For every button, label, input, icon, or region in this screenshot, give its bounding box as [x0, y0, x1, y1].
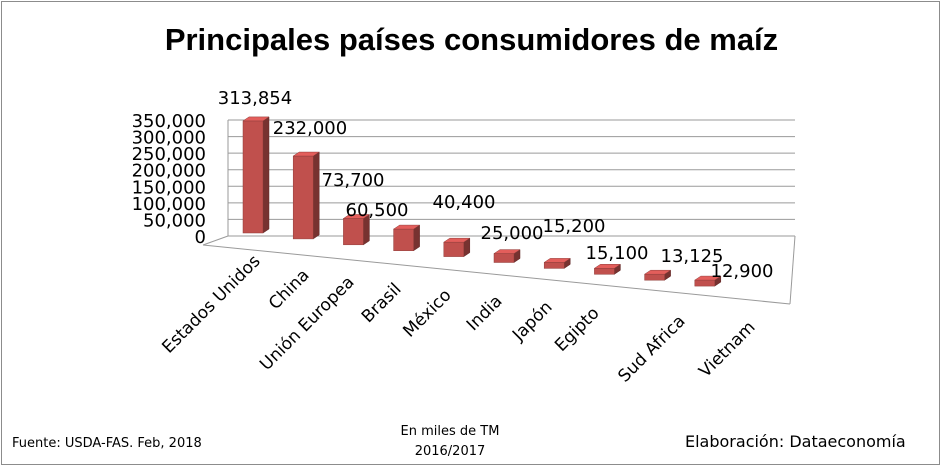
x-tick-label: India: [463, 291, 507, 335]
data-label: 60,500: [346, 200, 409, 221]
bar: [543, 262, 565, 269]
x-tick-label: Unión Europea: [256, 272, 358, 374]
data-label: 15,100: [586, 243, 649, 264]
y-tick-label: 100,000: [132, 194, 206, 215]
source-note: Fuente: USDA-FAS. Feb, 2018: [12, 436, 202, 451]
bar-top: [342, 214, 371, 219]
data-label: 15,200: [543, 216, 606, 237]
bar: [393, 228, 414, 251]
bar: [343, 218, 364, 246]
bar-top: [242, 116, 270, 122]
floor-left-edge: [202, 235, 229, 246]
bar-top: [693, 275, 722, 281]
units-note: En miles de TM 2016/2017: [340, 422, 560, 462]
x-tick-label: China: [265, 265, 313, 313]
y-tick-label: 0: [195, 227, 206, 248]
bar-side: [262, 116, 270, 234]
y-tick-label: 50,000: [143, 210, 206, 231]
units-label: En miles de TM: [400, 424, 500, 439]
y-tick-label: 300,000: [132, 128, 206, 149]
y-tick-label: 150,000: [132, 177, 206, 198]
credit-note: Elaboración: Dataeconomía: [685, 432, 906, 451]
data-label: 40,400: [433, 192, 496, 213]
floor-right-edge: [789, 235, 796, 305]
y-tick-label: 350,000: [132, 111, 206, 132]
data-label: 313,854: [218, 88, 292, 109]
data-label: 13,125: [661, 246, 724, 267]
bar-top: [543, 258, 572, 263]
bar: [443, 241, 465, 257]
y-tick-label: 250,000: [132, 144, 206, 165]
bar: [594, 268, 615, 275]
bar: [644, 273, 665, 281]
bar-top: [392, 224, 421, 230]
bar-top: [493, 249, 521, 254]
bar-top: [593, 264, 622, 269]
bar-side: [413, 224, 420, 252]
bar-top: [643, 269, 672, 275]
chart-title: Principales países consumidores de maíz: [164, 22, 779, 57]
bar: [292, 155, 314, 240]
data-label: 232,000: [273, 118, 347, 139]
data-label: 73,700: [322, 170, 385, 191]
bar: [242, 120, 264, 234]
x-tick-label: Egipto: [551, 303, 603, 355]
x-tick-label: Sud Africa: [614, 311, 689, 386]
bar-top: [292, 151, 321, 157]
x-tick-label: Vietnam: [695, 317, 759, 381]
bar: [493, 253, 515, 263]
period-label: 2016/2017: [414, 444, 486, 459]
x-tick-label: Brasil: [358, 279, 406, 327]
floor-front-edge: [202, 244, 791, 305]
x-tick-label: México: [399, 285, 455, 341]
x-tick-label: Japón: [508, 297, 556, 345]
bar-side: [312, 151, 320, 240]
data-label: 12,900: [711, 261, 774, 282]
bar-top: [442, 237, 471, 243]
y-tick-label: 200,000: [132, 161, 206, 182]
x-tick-label: Estados Unidos: [158, 251, 264, 357]
data-label: 25,000: [481, 223, 544, 244]
